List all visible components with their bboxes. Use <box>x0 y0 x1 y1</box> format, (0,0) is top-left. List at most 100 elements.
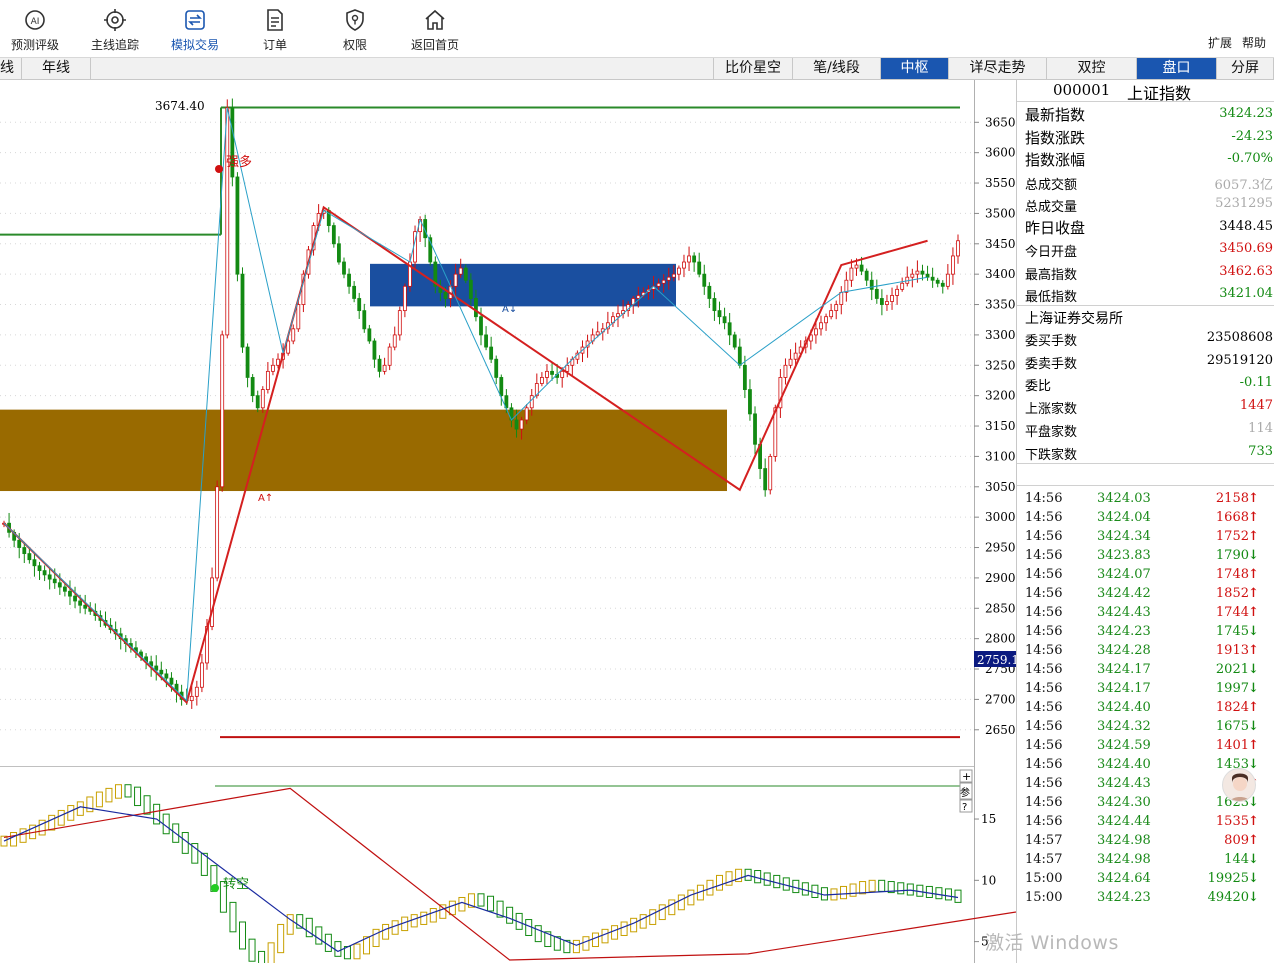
candle <box>402 285 407 312</box>
mainline-tracking-button[interactable]: 主线追踪 <box>80 8 150 56</box>
help-link[interactable]: 帮助 <box>1242 36 1267 50</box>
tick-price: 3424.98 <box>1097 833 1151 848</box>
tick-row: 14:56 3424.23 1745 ↓ <box>1017 624 1274 643</box>
candle <box>372 340 377 360</box>
tab-price-compare[interactable]: 比价星空 <box>713 58 793 79</box>
sub-candle <box>735 868 743 883</box>
sub-candle <box>849 883 857 897</box>
tab-pivot[interactable]: 中枢 <box>881 58 949 79</box>
sub-candle <box>649 909 657 925</box>
tab-detailed-trend-label: 详尽走势 <box>969 60 1026 76</box>
candle <box>930 276 935 281</box>
tab-year-line[interactable]: 年线 <box>22 58 91 79</box>
candle <box>682 261 686 269</box>
tick-price: 3424.07 <box>1097 567 1151 582</box>
tick-volume: 19925 <box>1207 871 1249 886</box>
tick-row: 14:56 3424.40 1824 ↑ <box>1017 700 1274 719</box>
kline-chart[interactable]: 3650 3600 3550 3500 3450 3400 3350 3300 3250 3200… <box>0 80 1016 963</box>
tick-volume: 1752 <box>1215 529 1249 544</box>
candle <box>265 370 270 390</box>
tick-time: 14:56 <box>1025 643 1063 658</box>
tab-dual-control[interactable]: 双控 <box>1047 58 1137 79</box>
candle <box>235 176 240 275</box>
tick-volume: 809 <box>1224 833 1249 848</box>
quote-row-label: 昨日收盘 <box>1025 218 1086 237</box>
arrow-up-icon: ↑ <box>1248 643 1259 658</box>
tab-order-book[interactable]: 盘口 <box>1137 58 1217 79</box>
candle <box>550 370 554 375</box>
sub-axis: 15 10 5 <box>974 812 996 949</box>
tick-time: 14:56 <box>1025 738 1063 753</box>
sub-candle <box>334 941 342 957</box>
sub-candle <box>10 832 18 847</box>
breadth-row: 委比 -0.11 <box>1017 373 1274 395</box>
tick-price: 3424.43 <box>1097 776 1151 791</box>
candle <box>519 419 524 430</box>
orders-button[interactable]: 订单 <box>240 8 310 56</box>
tab-stroke-segment[interactable]: 笔/线段 <box>793 58 881 79</box>
candle <box>164 673 169 679</box>
home-button[interactable]: 返回首页 <box>400 8 470 56</box>
candle <box>37 565 42 572</box>
orders-label: 订单 <box>262 38 287 52</box>
candle <box>945 273 950 287</box>
tick-volume: 1997 <box>1215 681 1249 696</box>
sub-candle <box>200 852 208 876</box>
breadth-row: 上涨家数 1447 <box>1017 396 1274 418</box>
arrow-up-icon: ↑ <box>1248 529 1259 544</box>
arrow-down-icon: ↓ <box>1248 548 1259 563</box>
permission-button[interactable]: 权限 <box>320 8 390 56</box>
sub-candle <box>906 883 914 896</box>
forecast-rating-button[interactable]: AI 预测评级 <box>0 8 70 56</box>
candle <box>377 358 382 372</box>
price-tick-label: 3200 <box>985 389 1016 403</box>
params-button[interactable]: 参 <box>959 782 973 800</box>
breadth-row-label: 委比 <box>1025 379 1052 395</box>
candle <box>499 377 504 397</box>
candle <box>824 316 828 324</box>
quote-row-label: 总成交额 <box>1025 177 1078 193</box>
ai-icon: AI <box>25 10 45 30</box>
quote-row-label: 最低指数 <box>1025 290 1078 305</box>
candle <box>956 240 960 257</box>
quote-row-value: 3462.63 <box>1219 263 1273 279</box>
assistant-avatar[interactable] <box>1222 768 1256 802</box>
sub-candle <box>219 881 227 913</box>
sub-candle <box>496 900 504 918</box>
tab-detailed-trend[interactable]: 详尽走势 <box>949 58 1047 79</box>
zoom-in-button[interactable]: + <box>959 769 973 783</box>
tick-time: 15:00 <box>1025 871 1063 886</box>
price-tick-label: 3100 <box>985 449 1016 463</box>
candle <box>68 590 72 597</box>
tick-price: 3424.32 <box>1097 719 1151 734</box>
candle <box>935 279 940 284</box>
help-small-button[interactable]: ? <box>959 799 973 813</box>
price-tick-label: 3650 <box>985 115 1016 129</box>
candle <box>895 288 900 296</box>
tab-split-screen[interactable]: 分屏 <box>1217 58 1274 79</box>
candle <box>159 669 164 675</box>
price-tick-label: 2900 <box>985 571 1016 585</box>
candle <box>748 389 752 415</box>
candle <box>484 334 488 348</box>
sub-candle <box>181 832 189 854</box>
sim-trade-button[interactable]: 模拟交易 <box>160 8 230 56</box>
sub-candle <box>134 786 142 807</box>
expand-link[interactable]: 扩展 <box>1208 36 1233 50</box>
sub-bi-stroke <box>3 806 959 953</box>
tick-time: 14:56 <box>1025 586 1063 601</box>
candle <box>73 595 77 602</box>
sub-candle <box>239 921 246 950</box>
tick-time: 14:56 <box>1025 510 1063 525</box>
sim-trade-label: 模拟交易 <box>170 38 219 52</box>
tick-time: 14:56 <box>1025 814 1063 829</box>
arrow-down-icon: ↓ <box>1248 681 1259 696</box>
breadth-row: 委卖手数 29519120 <box>1017 351 1274 373</box>
price-axis: 3650 3600 3550 3500 3450 3400 3350 3300 3250 3200… <box>974 115 1016 737</box>
tick-price: 3424.04 <box>1097 510 1151 525</box>
candle <box>925 273 930 278</box>
quote-row-value: -0.70% <box>1227 151 1273 166</box>
sub-candle <box>553 936 561 951</box>
tick-price: 3423.83 <box>1097 548 1151 563</box>
tab-line[interactable]: 线 <box>0 58 22 79</box>
